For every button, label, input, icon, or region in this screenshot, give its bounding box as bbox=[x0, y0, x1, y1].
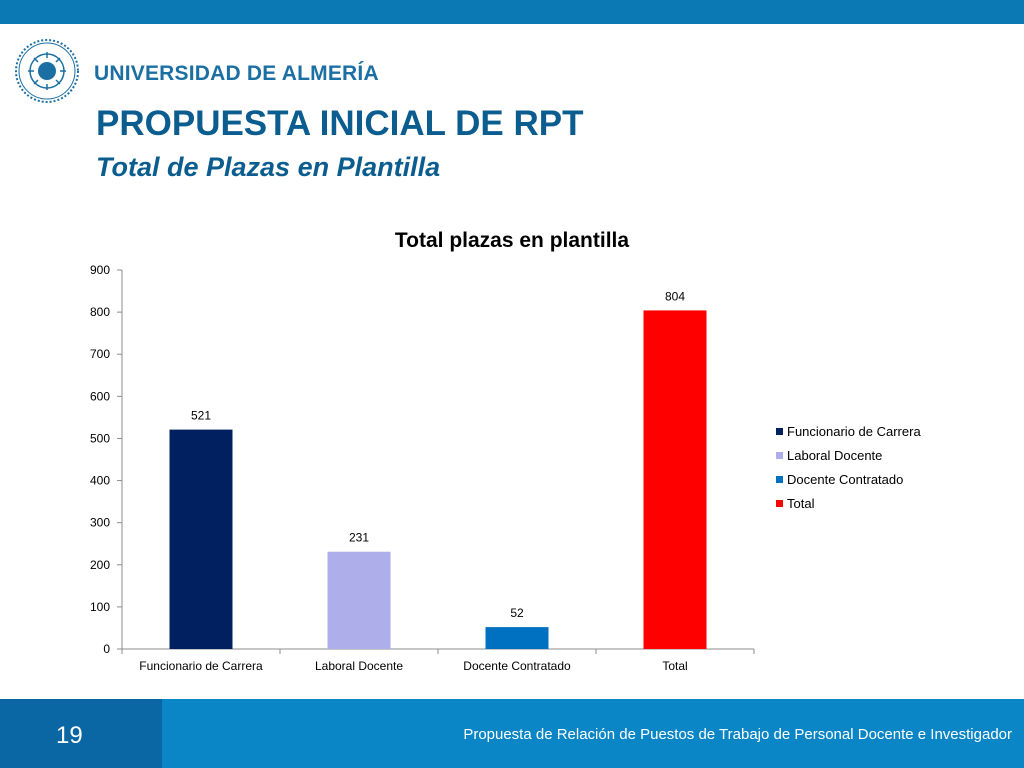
data-label: 804 bbox=[665, 289, 685, 303]
page-number: 19 bbox=[56, 722, 83, 749]
legend-swatch bbox=[776, 452, 783, 459]
bar bbox=[169, 429, 233, 649]
chart-title: Total plazas en plantilla bbox=[395, 229, 629, 252]
x-tick-label: Funcionario de Carrera bbox=[139, 659, 263, 673]
footer: 19 Propuesta de Relación de Puestos de T… bbox=[0, 699, 1024, 768]
bar bbox=[327, 551, 391, 649]
y-tick-label: 300 bbox=[90, 516, 110, 530]
legend-swatch bbox=[776, 476, 783, 483]
page-subtitle: Total de Plazas en Plantilla bbox=[96, 152, 441, 182]
x-tick-label: Total bbox=[662, 659, 687, 673]
legend-item: Funcionario de Carrera bbox=[787, 424, 921, 439]
legend-swatch bbox=[776, 500, 783, 507]
data-label: 231 bbox=[349, 531, 369, 545]
y-tick-label: 800 bbox=[90, 305, 110, 319]
y-tick-label: 200 bbox=[90, 558, 110, 572]
y-tick-label: 900 bbox=[90, 263, 110, 277]
y-tick-label: 600 bbox=[90, 389, 110, 403]
legend-swatch bbox=[776, 428, 783, 435]
page-number-box: 19 bbox=[0, 699, 162, 768]
bar bbox=[485, 627, 549, 649]
legend-item: Docente Contratado bbox=[787, 472, 903, 487]
legend-item: Laboral Docente bbox=[787, 448, 882, 463]
y-tick-label: 700 bbox=[90, 347, 110, 361]
bar bbox=[643, 310, 707, 649]
university-seal-logo bbox=[15, 39, 79, 103]
y-tick-label: 0 bbox=[103, 642, 110, 656]
bar-chart: Total plazas en plantilla 0 100 200 300 400 5… bbox=[90, 229, 921, 673]
footer-text: Propuesta de Relación de Puestos de Trab… bbox=[463, 726, 1012, 743]
x-tick-label: Laboral Docente bbox=[315, 659, 403, 673]
y-tick-label: 400 bbox=[90, 474, 110, 488]
y-tick-label: 100 bbox=[90, 600, 110, 614]
y-tick-label: 500 bbox=[90, 431, 110, 445]
data-label: 521 bbox=[191, 409, 211, 423]
x-tick-label: Docente Contratado bbox=[463, 659, 571, 673]
data-label: 52 bbox=[510, 606, 524, 620]
legend-item: Total bbox=[787, 496, 815, 511]
university-name: UNIVERSIDAD DE ALMERÍA bbox=[94, 62, 379, 85]
top-bar bbox=[0, 0, 1024, 24]
page-title: PROPUESTA INICIAL DE RPT bbox=[96, 104, 584, 143]
